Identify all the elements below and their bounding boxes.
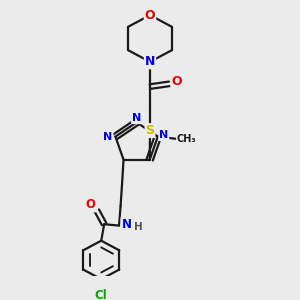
Text: O: O [86,199,96,212]
Text: O: O [145,9,155,22]
Text: Cl: Cl [95,289,108,300]
Text: H: H [134,222,143,232]
Text: N: N [132,113,141,123]
Text: O: O [171,75,182,88]
Text: CH₃: CH₃ [177,134,196,144]
Text: N: N [122,218,131,231]
Text: N: N [103,132,112,142]
Text: N: N [159,130,168,140]
Text: S: S [146,124,154,137]
Text: N: N [145,56,155,68]
